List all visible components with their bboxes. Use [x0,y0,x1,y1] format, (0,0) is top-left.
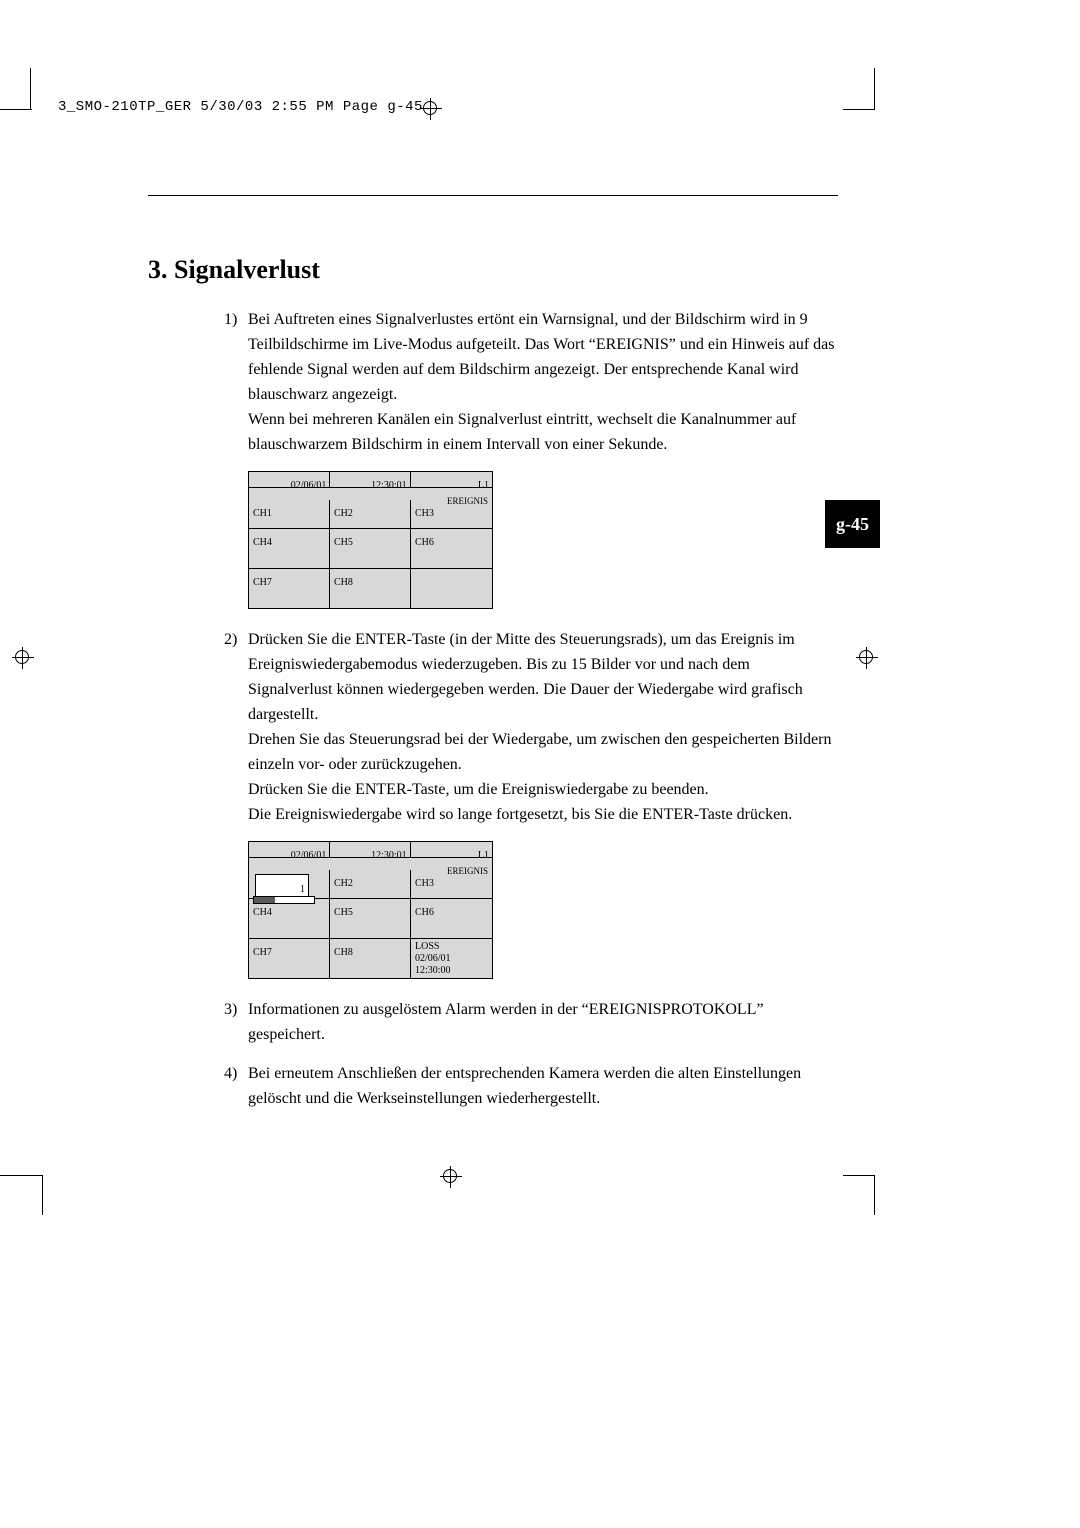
registration-mark [12,647,34,669]
grid-cell: CH6 [411,528,492,568]
grid-cell-info: LOSS 02/06/01 12:30:00 [411,938,492,978]
paragraph: Bei erneutem Anschließen der entsprechen… [248,1061,838,1111]
list-item: 1) Bei Auftreten eines Signalverlustes e… [248,307,838,609]
crop-mark [30,68,31,110]
grid-time: 12:30:01 [330,842,410,857]
playback-progress-fill [254,897,275,903]
grid-cell: CH4 [249,528,330,568]
crop-mark [0,1175,42,1176]
paragraph: Bei Auftreten eines Signalverlustes ertö… [248,307,838,407]
grid-cell: CH8 [330,938,411,978]
list-item: 4) Bei erneutem Anschließen der entsprec… [248,1061,838,1111]
grid-row: CH4 CH5 CH6 [249,898,492,938]
list-item: 3) Informationen zu ausgelöstem Alarm we… [248,997,838,1047]
registration-mark [856,647,878,669]
crop-mark [843,109,875,110]
info-time: 12:30:00 [415,965,488,977]
playback-progress [253,896,315,904]
crop-mark [843,1175,875,1176]
grid-row: CH7 CH8 LOSS 02/06/01 12:30:00 [249,938,492,978]
crop-mark [0,109,32,110]
grid-row: CH1 CH2 CH3 [249,500,492,528]
grid-cell [411,568,492,608]
grid-l1: L1 [411,472,492,487]
grid-cell: CH2 [330,500,411,528]
grid-header: 02/06/01 12:30:01 L1 [249,842,492,858]
screen-grid-2: 02/06/01 12:30:01 L1 EREIGNIS 1 CH2 [248,841,493,979]
paragraph: Wenn bei mehreren Kanälen ein Signalverl… [248,407,838,457]
grid-l1: L1 [411,842,492,857]
grid-cell-playback: 1 [249,870,330,898]
grid-row: CH4 CH5 CH6 [249,528,492,568]
paragraph: Die Ereigniswiedergabe wird so lange for… [248,802,838,827]
paragraph: Drücken Sie die ENTER-Taste (in der Mitt… [248,627,838,727]
playback-frame-box: 1 [255,874,309,898]
registration-mark [420,98,442,120]
grid-cell: CH7 [249,938,330,978]
print-header: 3_SMO-210TP_GER 5/30/03 2:55 PM Page g-4… [58,99,423,115]
grid-time: 12:30:01 [330,472,410,487]
item-number: 1) [224,307,237,332]
item-number: 2) [224,627,237,652]
info-loss: LOSS [415,941,488,953]
info-date: 02/06/01 [415,953,488,965]
grid-row: CH7 CH8 [249,568,492,608]
crop-mark [874,68,875,110]
grid-cell: CH3 [411,500,492,528]
grid-date: 02/06/01 [249,472,330,487]
item-number: 4) [224,1061,237,1086]
grid-header: 02/06/01 12:30:01 L1 [249,472,492,488]
registration-mark [440,1166,462,1188]
grid-cell: CH2 [330,870,411,898]
grid-cell: CH3 [411,870,492,898]
item-number: 3) [224,997,237,1022]
screen-grid-1: 02/06/01 12:30:01 L1 EREIGNIS CH1 CH2 CH… [248,471,493,609]
numbered-list: 1) Bei Auftreten eines Signalverlustes e… [148,307,838,1111]
section-number: 3. [148,255,168,284]
paragraph: Drehen Sie das Steuerungsrad bei der Wie… [248,727,838,777]
grid-cell: CH5 [330,528,411,568]
list-item: 2) Drücken Sie die ENTER-Taste (in der M… [248,627,838,979]
section-heading: 3. Signalverlust [148,255,838,285]
crop-mark [42,1175,43,1215]
grid-date: 02/06/01 [249,842,330,857]
grid-cell: CH4 [249,898,330,938]
paragraph: Drücken Sie die ENTER-Taste, um die Erei… [248,777,838,802]
crop-mark [874,1175,875,1215]
page-content: 3. Signalverlust 1) Bei Auftreten eines … [148,193,838,1125]
grid-cell: CH5 [330,898,411,938]
grid-row: 1 CH2 CH3 [249,870,492,898]
paragraph: Informationen zu ausgelöstem Alarm werde… [248,997,838,1047]
grid-cell: CH6 [411,898,492,938]
grid-cell: CH1 [249,500,330,528]
grid-cell: CH7 [249,568,330,608]
grid-cell: CH8 [330,568,411,608]
section-title: Signalverlust [174,255,320,284]
